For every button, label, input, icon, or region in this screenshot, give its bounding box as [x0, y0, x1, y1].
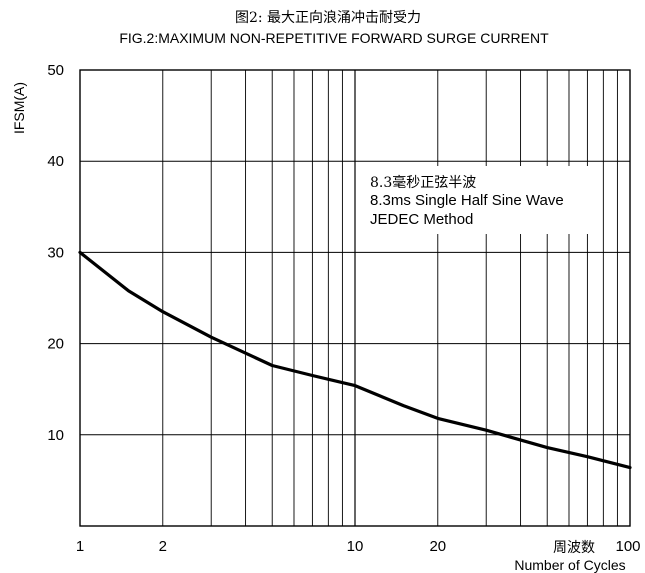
x-axis-label: Number of Cycles [514, 557, 625, 573]
x-tick-label: 20 [429, 538, 446, 555]
annotation-line-method: JEDEC Method [370, 211, 473, 228]
x-tick-label: 2 [159, 538, 167, 555]
y-tick-label: 10 [47, 427, 64, 444]
x-tick-label: 100 [615, 538, 640, 555]
y-tick-label: 40 [47, 153, 64, 170]
x-tick-labels: 1 2 10 20 100 [76, 538, 641, 555]
surge-current-curve [78, 250, 632, 470]
horizontal-gridlines [80, 160, 630, 436]
y-tick-label: 30 [47, 244, 64, 261]
annotation-background [364, 166, 600, 234]
x-tick-label: 10 [347, 538, 364, 555]
annotation-line-en: 8.3ms Single Half Sine Wave [370, 192, 564, 209]
vertical-gridlines [162, 70, 618, 526]
y-tick-label: 20 [47, 336, 64, 353]
annotation-line-cn: 8.3毫秒正弦半波 [370, 174, 476, 191]
y-axis-label: IFSM(A) [11, 82, 27, 134]
plot-area-frame [79, 69, 631, 527]
chart-title-cn: 图2: 最大正向浪涌冲击耐受力 [235, 10, 421, 26]
x-axis-label-cn: 周波数 [553, 540, 595, 556]
chart-title: FIG.2:MAXIMUM NON-REPETITIVE FORWARD SUR… [119, 30, 549, 46]
y-tick-labels: 10 20 30 40 50 [47, 62, 64, 444]
y-tick-label: 50 [47, 62, 64, 79]
x-tick-label: 1 [76, 538, 84, 555]
